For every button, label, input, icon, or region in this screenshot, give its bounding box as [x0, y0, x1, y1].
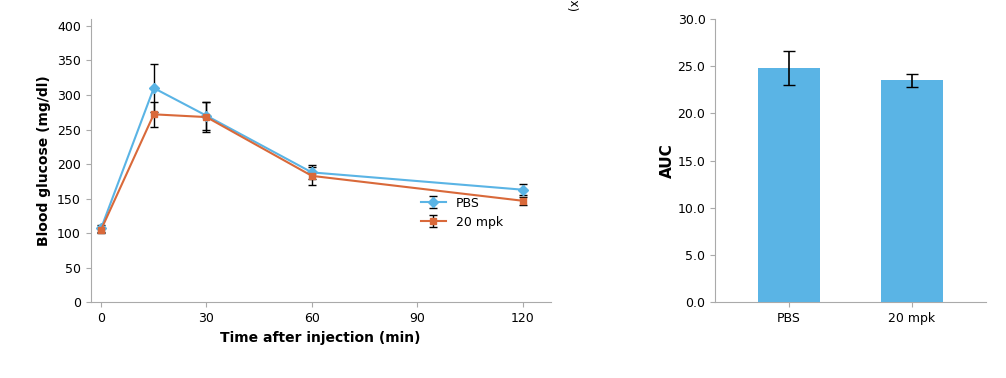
Y-axis label: Blood glucose (mg/dl): Blood glucose (mg/dl): [37, 75, 51, 246]
X-axis label: Time after injection (min): Time after injection (min): [220, 331, 421, 345]
Bar: [881, 81, 943, 302]
Y-axis label: AUC: AUC: [660, 143, 675, 178]
Text: (x1,000): (x1,000): [568, 0, 580, 11]
Legend: PBS, 20 mpk: PBS, 20 mpk: [415, 192, 508, 234]
Bar: [759, 68, 820, 302]
